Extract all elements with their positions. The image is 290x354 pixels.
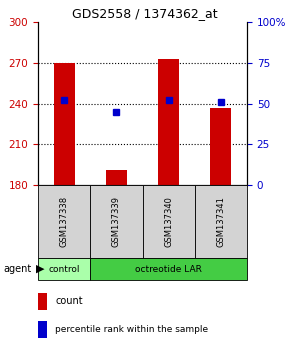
Text: GSM137339: GSM137339 <box>112 196 121 247</box>
Text: GDS2558 / 1374362_at: GDS2558 / 1374362_at <box>72 7 218 21</box>
Text: agent: agent <box>3 264 31 274</box>
Bar <box>106 170 127 185</box>
Text: GSM137340: GSM137340 <box>164 196 173 247</box>
Text: octreotide LAR: octreotide LAR <box>135 264 202 274</box>
Text: count: count <box>55 296 83 307</box>
Bar <box>38 293 47 310</box>
Bar <box>54 63 75 185</box>
Text: control: control <box>48 264 80 274</box>
Text: GSM137338: GSM137338 <box>60 196 69 247</box>
Bar <box>195 185 247 258</box>
Bar <box>38 321 47 338</box>
Bar <box>142 185 195 258</box>
Bar <box>211 108 231 185</box>
Text: GSM137341: GSM137341 <box>216 196 225 247</box>
Bar <box>90 258 247 280</box>
Bar <box>38 185 90 258</box>
Text: ▶: ▶ <box>36 264 45 274</box>
Text: percentile rank within the sample: percentile rank within the sample <box>55 325 208 334</box>
Bar <box>38 258 90 280</box>
Bar <box>90 185 142 258</box>
Bar <box>158 59 179 185</box>
